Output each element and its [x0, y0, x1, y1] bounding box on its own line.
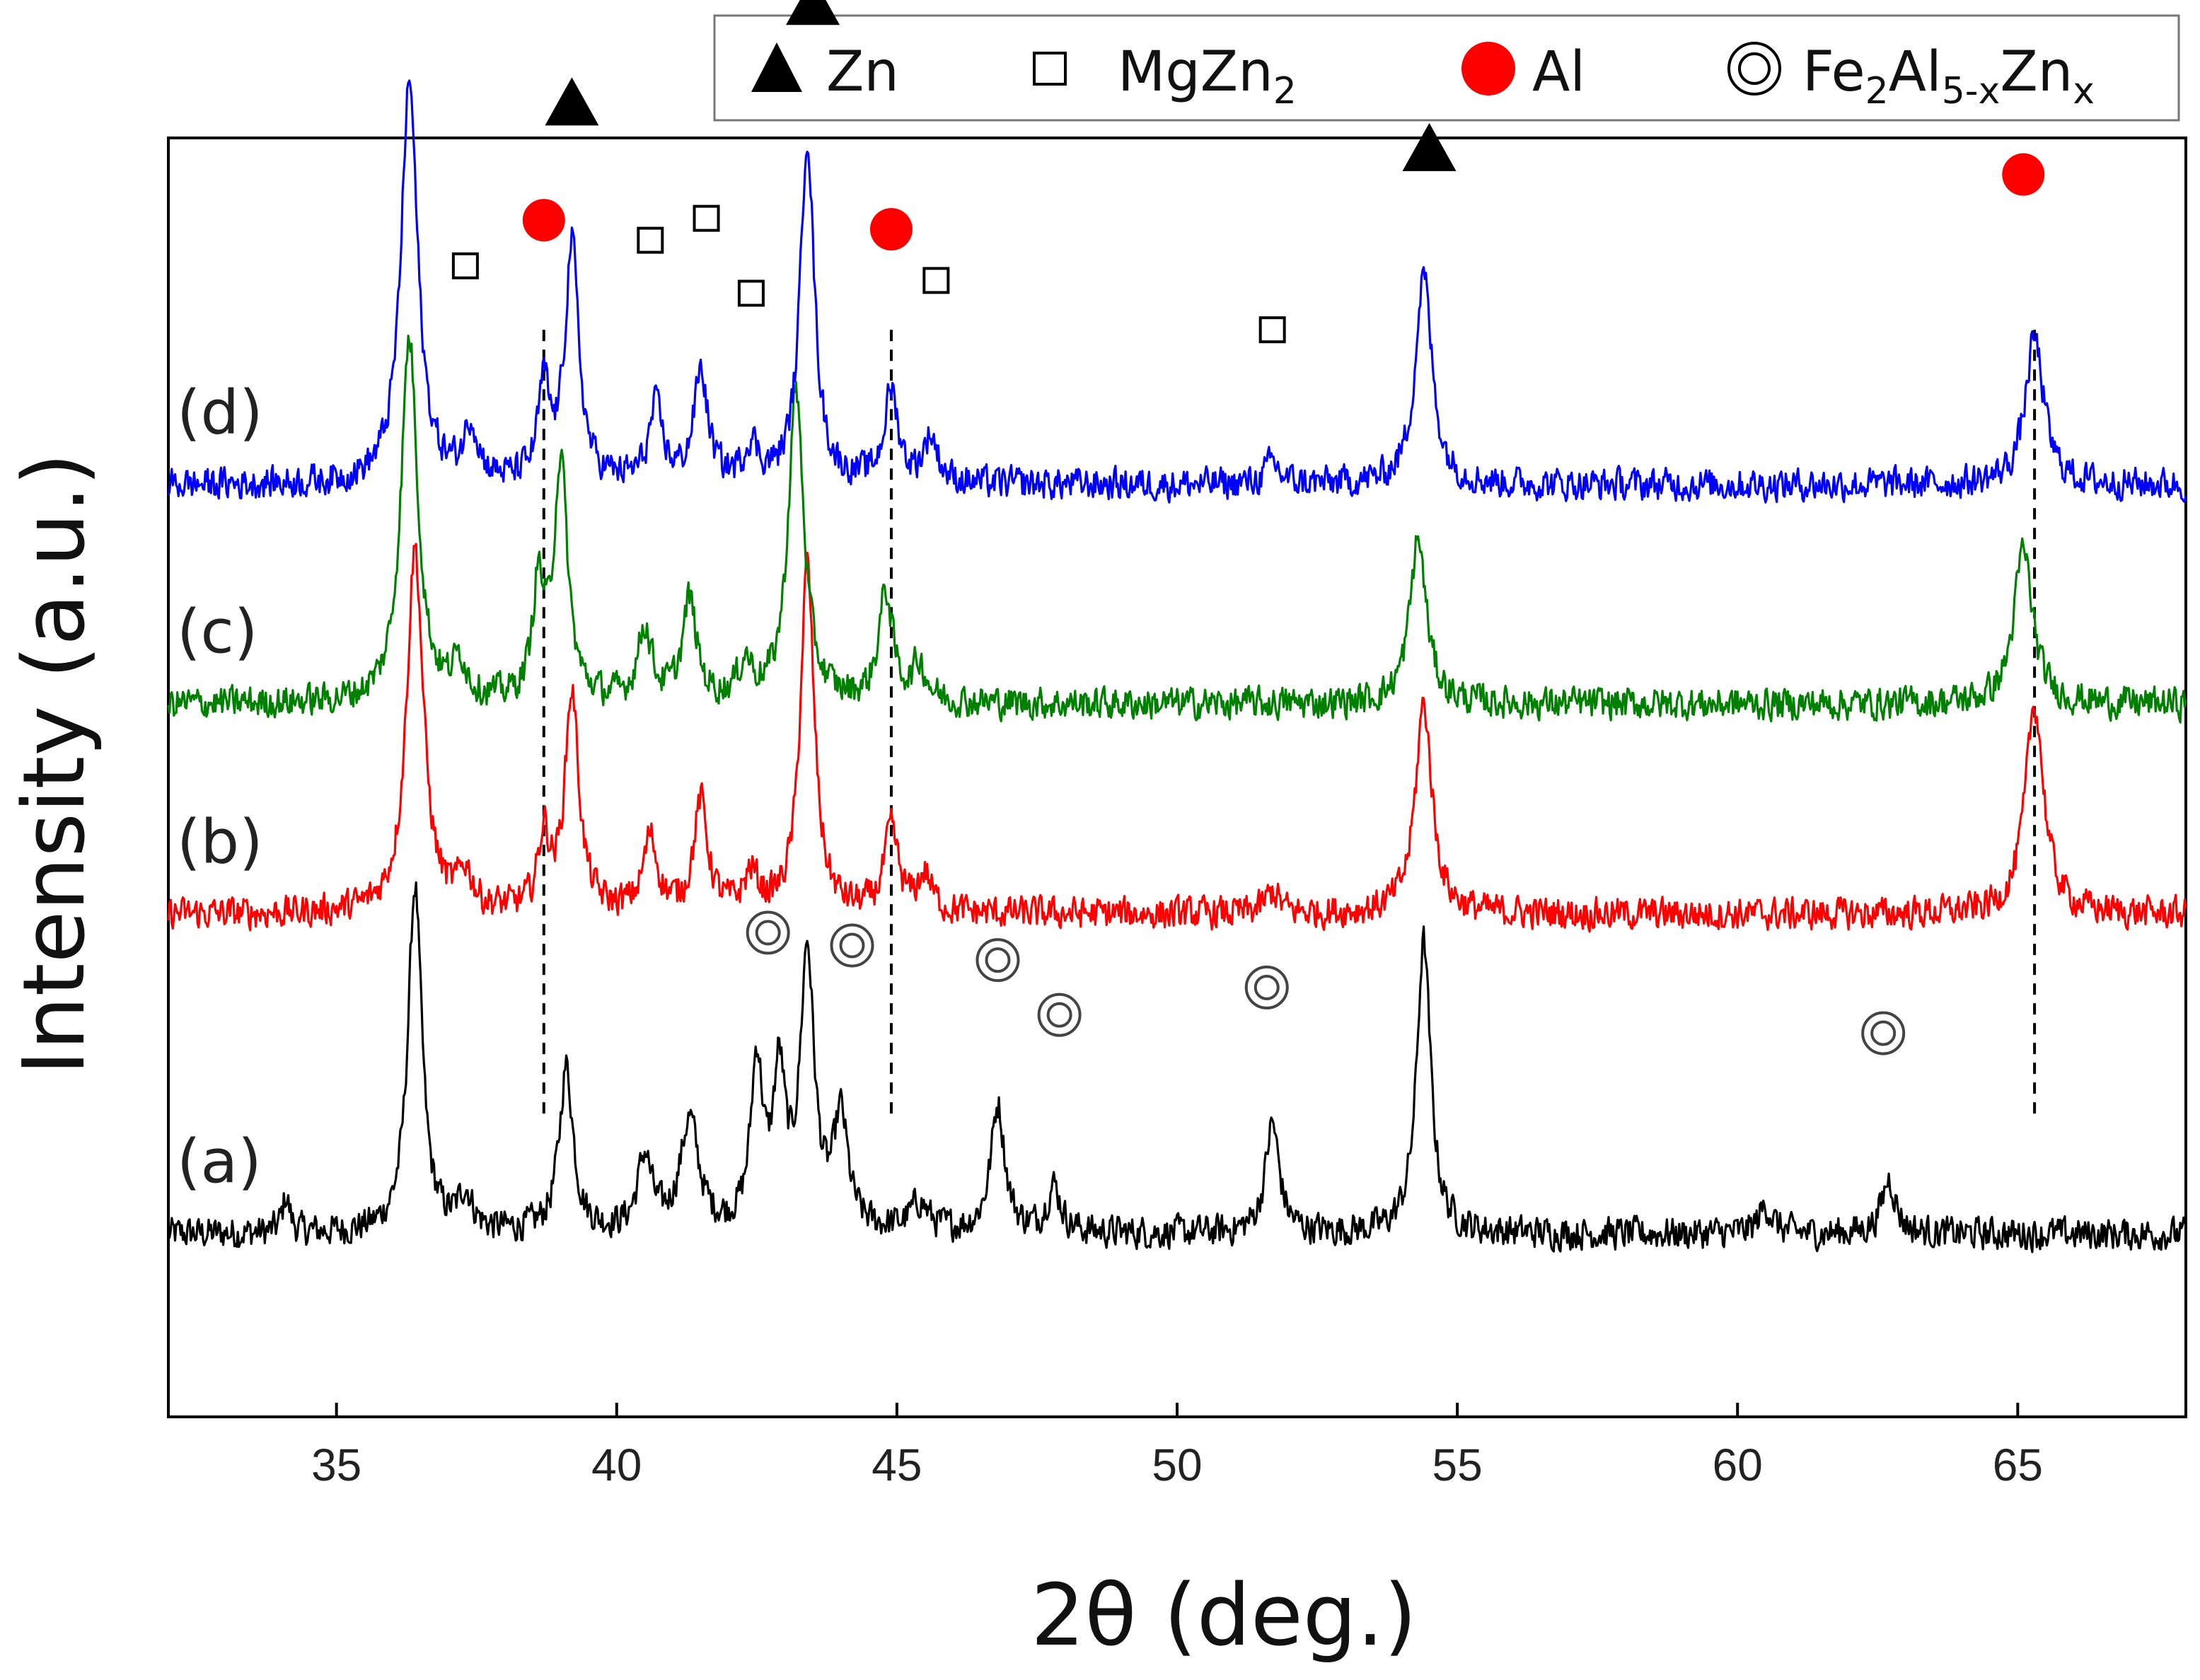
- phase-markers: [451, 0, 2045, 1055]
- series-label-a: (a): [177, 1126, 262, 1197]
- legend-mgzn2-base: MgZn: [1118, 40, 1273, 104]
- series-line-c: [167, 335, 2187, 724]
- mgzn2-square-marker: [451, 252, 479, 279]
- x-tick-label: 60: [1713, 1439, 1763, 1490]
- dashed-reference-lines: [542, 330, 2037, 1116]
- legend-fe-sub: 2: [1865, 70, 1889, 112]
- legend-mgzn2-label: MgZn2: [1118, 40, 1297, 112]
- legend-zn-label: Zn: [826, 40, 899, 104]
- zn-triangle-marker: [1402, 122, 1457, 171]
- al-circle-marker: [869, 208, 913, 251]
- series-line-b: [167, 543, 2187, 933]
- al-circle-marker: [2002, 153, 2045, 196]
- y-axis-title: Intensity (a.u.): [6, 453, 104, 1075]
- series-label-b: (b): [177, 806, 263, 877]
- legend-al-circle-icon: [1461, 42, 1515, 95]
- legend-fealzn-double-circle-icon: [1727, 42, 1781, 95]
- legend-zn-sub: x: [2073, 70, 2095, 112]
- x-tick-label: 35: [311, 1439, 361, 1490]
- fealzn-double-circle-marker: [1244, 966, 1289, 1010]
- zn-triangle-marker: [786, 0, 840, 25]
- series-line-a: [167, 881, 2187, 1253]
- series-labels: (a) (b) (c) (d): [177, 377, 263, 1197]
- legend-fealzn-label: Fe2Al5-xZnx: [1802, 40, 2095, 112]
- x-axis-ticks: 35 40 45 50 55 60 65: [311, 1403, 2043, 1490]
- mgzn2-square-marker: [637, 226, 664, 254]
- mgzn2-square-marker: [922, 267, 950, 294]
- legend-al: Al: [1889, 40, 1942, 104]
- x-tick-label: 65: [1993, 1439, 2043, 1490]
- series-line-d: [167, 79, 2187, 504]
- zn-triangle-marker: [545, 77, 599, 126]
- legend-fe: Fe: [1802, 40, 1865, 104]
- series-label-d: (d): [177, 377, 263, 448]
- series-label-c: (c): [177, 596, 257, 667]
- plot-frame: [167, 137, 2187, 1418]
- legend-zn: Zn: [2000, 40, 2073, 104]
- legend-mgzn2-sub: 2: [1273, 70, 1297, 112]
- x-axis-title: 2θ (deg.): [1031, 1567, 1417, 1665]
- x-tick-label: 45: [872, 1439, 922, 1490]
- legend-box: [713, 14, 2180, 122]
- x-tick-label: 40: [591, 1439, 642, 1490]
- al-circle-marker: [522, 199, 565, 242]
- fealzn-double-circle-marker: [830, 923, 874, 968]
- mgzn2-square-marker: [737, 279, 765, 307]
- fealzn-double-circle-marker: [1037, 992, 1082, 1037]
- legend-al-sub: 5-x: [1942, 70, 2001, 112]
- legend-al-label: Al: [1532, 40, 1585, 104]
- fealzn-double-circle-marker: [975, 938, 1020, 983]
- fealzn-double-circle-marker: [746, 910, 790, 955]
- series-group: [167, 79, 2187, 1253]
- x-tick-label: 55: [1432, 1439, 1483, 1490]
- legend-zn-triangle-icon: [751, 42, 802, 92]
- legend-mgzn2-square-icon: [1033, 52, 1067, 86]
- fealzn-double-circle-marker: [1861, 1011, 1906, 1055]
- mgzn2-square-marker: [693, 204, 720, 232]
- x-tick-label: 50: [1152, 1439, 1202, 1490]
- mgzn2-square-marker: [1258, 316, 1286, 344]
- legend: Zn MgZn2 Al Fe2Al5-xZnx: [713, 14, 2180, 122]
